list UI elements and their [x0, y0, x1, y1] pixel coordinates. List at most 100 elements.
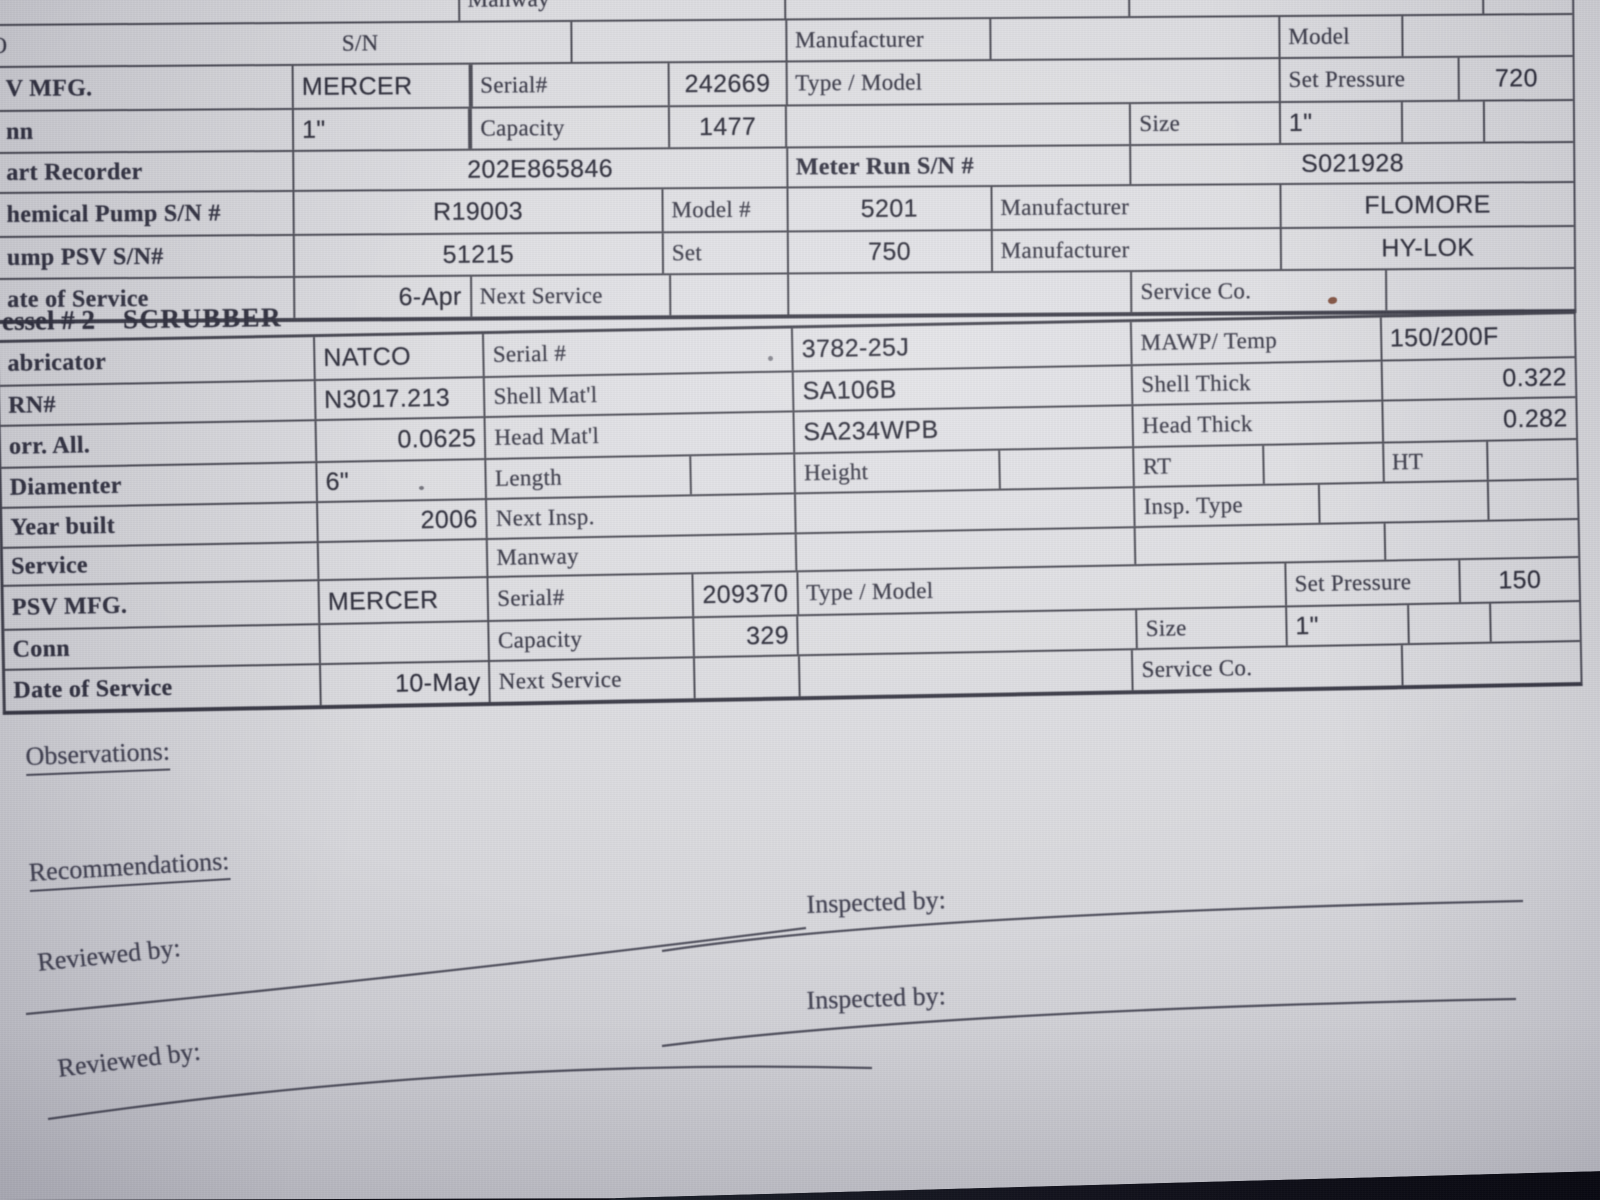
field-label: Size: [1135, 607, 1286, 649]
field-label: Diamenter: [1, 463, 316, 507]
cell-text: N3017.213: [323, 383, 451, 414]
cell-text: Type / Model: [795, 69, 923, 96]
cell-text: 0.322: [1502, 362, 1568, 392]
empty-cell: [688, 454, 795, 495]
cell-text: Shell Thick: [1141, 370, 1252, 398]
cell-text: 150: [1498, 565, 1542, 595]
empty-cell: [1489, 602, 1580, 642]
cell-text: Next Service: [479, 282, 603, 309]
inspected-by-signature-line-2: [661, 997, 1517, 1048]
cell-text: NATCO: [323, 341, 412, 372]
cell-text: Diamenter: [9, 472, 122, 501]
field-label: nn: [0, 110, 292, 152]
cell-text: Shell Mat'l: [493, 381, 598, 409]
field-label: Capacity: [468, 107, 668, 149]
field-label: Serial#: [468, 63, 668, 107]
cell-text: 329: [745, 621, 790, 650]
empty-cell: [1407, 603, 1491, 644]
field-value: 1": [1278, 102, 1402, 144]
cell-text: Model #: [671, 196, 751, 223]
field-label: PSV MFG.: [4, 581, 319, 629]
cell-text: orr. All.: [8, 431, 91, 460]
field-label: Serial#: [486, 574, 692, 621]
cell-text: Head Mat'l: [494, 422, 600, 450]
empty-cell: [997, 448, 1134, 489]
field-label: Service Co.: [1131, 645, 1402, 691]
field-label: Insp. Type: [1133, 484, 1319, 527]
cell-text: Capacity: [497, 626, 583, 653]
field-label: Next Insp.: [485, 494, 796, 539]
field-label: Set: [661, 232, 787, 274]
field-value: 1": [291, 108, 469, 150]
cell-text: 202E865846: [467, 154, 614, 184]
cell-text: V MFG.: [5, 74, 93, 102]
equipment-table: Manway S/N O Manufacturer Model V MFG. MERCER S…: [0, 0, 1577, 324]
cell-text: Next Insp.: [495, 504, 595, 531]
empty-cell: [1482, 0, 1573, 14]
field-value: 1": [1284, 605, 1409, 646]
empty-cell: [1384, 268, 1575, 311]
cell-text: 3782-25J: [801, 332, 910, 363]
cell-text: HT: [1391, 448, 1424, 475]
cell-text: 242669: [684, 69, 771, 98]
empty-cell: [1486, 440, 1577, 480]
cell-text: Size: [1139, 110, 1181, 137]
field-label: MAWP/ Temp: [1130, 317, 1381, 365]
cell-text: ump PSV S/N#: [6, 243, 164, 271]
cell-text: Insp. Type: [1143, 492, 1244, 519]
field-label: Model #: [661, 188, 787, 232]
field-label: Next Service: [488, 658, 694, 703]
cell-text: 2006: [420, 504, 479, 534]
field-label: RT: [1132, 445, 1263, 487]
empty-cell: [692, 656, 799, 699]
field-label: ump PSV S/N#: [0, 236, 293, 278]
cell-text: HY-LOK: [1381, 233, 1475, 262]
cell-text: S021928: [1300, 148, 1405, 178]
cell-text: 0.0625: [397, 423, 477, 454]
field-value: 209370: [691, 572, 797, 617]
field-value: 0.282: [1380, 398, 1577, 442]
empty-cell: [318, 622, 489, 664]
inspected-by-label-2: Inspected by:: [806, 981, 947, 1015]
field-value: S021928: [1129, 142, 1574, 185]
cell-text: Next Service: [498, 666, 623, 694]
field-label: Service: [3, 543, 318, 585]
field-label: Shell Mat'l: [483, 372, 793, 417]
field-value: 150/200F: [1379, 314, 1575, 360]
empty-cell: [989, 17, 1279, 60]
field-value: 750: [786, 231, 991, 273]
cell-text: SA106B: [802, 375, 897, 405]
field-label: abricator: [0, 337, 314, 385]
field-value: SA234WPB: [792, 406, 1133, 453]
field-value: 329: [691, 616, 798, 657]
cell-text: 150/200F: [1389, 321, 1499, 352]
field-label: hemical Pump S/N #: [0, 192, 293, 236]
cell-text: Service Co.: [1140, 278, 1252, 305]
cell-text: Manway: [496, 543, 580, 570]
field-label: Serial #: [482, 328, 793, 377]
field-value: 6": [315, 460, 486, 502]
cell-text: RN#: [7, 391, 57, 419]
observations-label: Observations:: [25, 736, 171, 776]
field-label: Head Thick: [1131, 401, 1382, 447]
field-label: RN#: [0, 381, 314, 425]
field-label: S/N O: [0, 22, 571, 66]
empty-cell: [795, 528, 1135, 571]
cell-text: 6": [325, 467, 350, 496]
field-label: Head Mat'l: [483, 412, 794, 459]
cell-text: 1477: [698, 112, 757, 141]
field-value: MERCER: [317, 578, 488, 624]
cell-text: nn: [5, 118, 34, 145]
cell-text: Manufacturer: [1000, 194, 1130, 220]
field-label: Shell Thick: [1131, 361, 1381, 405]
empty-cell: [1317, 481, 1488, 523]
field-label: V MFG.: [0, 66, 292, 110]
cell-text: 51215: [442, 239, 515, 269]
empty-cell: [0, 0, 458, 24]
empty-cell: [1262, 443, 1383, 484]
field-value: 10-May: [318, 662, 490, 706]
field-value: 5201: [785, 187, 991, 231]
cell-text: Service Co.: [1141, 655, 1253, 683]
field-label: Set Pressure: [1284, 560, 1460, 606]
